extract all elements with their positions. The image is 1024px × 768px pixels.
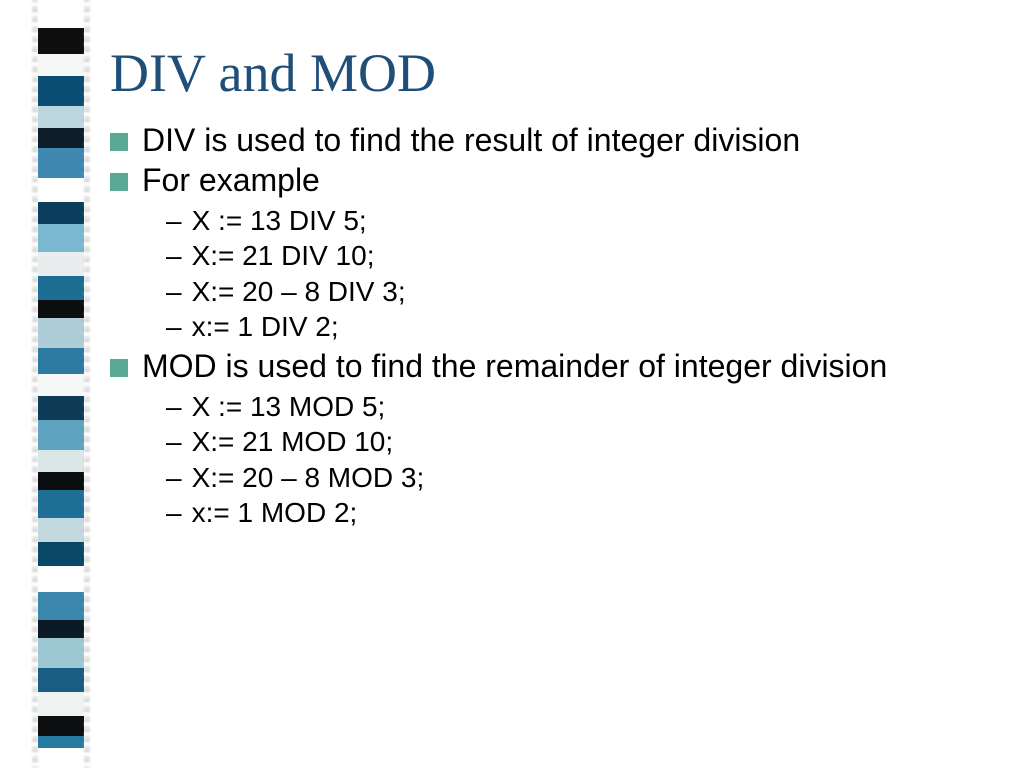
- ribbon-segment: [38, 318, 84, 348]
- ribbon-segment: [38, 28, 84, 54]
- ribbon-edge-right: [84, 0, 90, 768]
- ribbon-segment: [38, 736, 84, 748]
- sub-dash-icon: –: [166, 204, 182, 238]
- ribbon-segment: [38, 276, 84, 300]
- sub-dash-icon: –: [166, 461, 182, 495]
- sub-dash-icon: –: [166, 496, 182, 530]
- bullet-item: DIV is used to find the result of intege…: [110, 122, 994, 160]
- ribbon-segment: [38, 472, 84, 490]
- ribbon-segment: [38, 420, 84, 450]
- bullet-square-icon: [110, 133, 128, 151]
- ribbon-segment: [38, 592, 84, 620]
- sub-item: –x:= 1 MOD 2;: [166, 496, 994, 530]
- ribbon-segment: [38, 224, 84, 252]
- slide-title: DIV and MOD: [110, 42, 994, 104]
- ribbon-segment: [38, 0, 84, 28]
- sub-item: –x:= 1 DIV 2;: [166, 310, 994, 344]
- sub-dash-icon: –: [166, 239, 182, 273]
- ribbon-segment: [38, 542, 84, 566]
- ribbon-segment: [38, 374, 84, 396]
- bullet-text: MOD is used to find the remainder of int…: [142, 348, 887, 386]
- sub-text: X := 13 DIV 5;: [192, 204, 367, 238]
- bullet-list: DIV is used to find the result of intege…: [110, 122, 994, 530]
- sub-dash-icon: –: [166, 310, 182, 344]
- ribbon-segment: [38, 620, 84, 638]
- ribbon-segment: [38, 668, 84, 692]
- bullet-text: DIV is used to find the result of intege…: [142, 122, 800, 160]
- sub-text: X := 13 MOD 5;: [192, 390, 386, 424]
- ribbon-segment: [38, 128, 84, 148]
- ribbon-segment: [38, 54, 84, 76]
- ribbon-segment: [38, 716, 84, 736]
- ribbon-segment: [38, 202, 84, 224]
- ribbon-segment: [38, 692, 84, 716]
- sub-item: –X := 13 DIV 5;: [166, 204, 994, 238]
- ribbon-segment: [38, 348, 84, 374]
- ribbon-segment: [38, 638, 84, 668]
- bullet-item: For example: [110, 162, 994, 200]
- bullet-item: MOD is used to find the remainder of int…: [110, 348, 994, 386]
- ribbon-segment: [38, 566, 84, 592]
- sub-text: x:= 1 MOD 2;: [192, 496, 358, 530]
- sub-text: X:= 20 – 8 DIV 3;: [192, 275, 406, 309]
- ribbon-segment: [38, 106, 84, 128]
- ribbon-segment: [38, 148, 84, 178]
- ribbon-segment: [38, 450, 84, 472]
- ribbon-segment: [38, 252, 84, 276]
- sub-dash-icon: –: [166, 275, 182, 309]
- sub-text: X:= 21 MOD 10;: [192, 425, 394, 459]
- sub-dash-icon: –: [166, 390, 182, 424]
- sub-item: –X:= 21 MOD 10;: [166, 425, 994, 459]
- sub-item: –X:= 20 – 8 DIV 3;: [166, 275, 994, 309]
- bullet-square-icon: [110, 359, 128, 377]
- bullet-text: For example: [142, 162, 320, 200]
- sub-text: x:= 1 DIV 2;: [192, 310, 339, 344]
- sub-text: X:= 21 DIV 10;: [192, 239, 375, 273]
- ribbon-segment: [38, 490, 84, 518]
- ribbon-segment: [38, 178, 84, 202]
- sub-dash-icon: –: [166, 425, 182, 459]
- sub-text: X:= 20 – 8 MOD 3;: [192, 461, 425, 495]
- decorative-ribbon: [38, 0, 84, 768]
- ribbon-segment: [38, 76, 84, 106]
- bullet-square-icon: [110, 173, 128, 191]
- slide-content: DIV and MOD DIV is used to find the resu…: [110, 42, 994, 534]
- sub-item: –X := 13 MOD 5;: [166, 390, 994, 424]
- sub-list: –X := 13 DIV 5;–X:= 21 DIV 10;–X:= 20 – …: [166, 204, 994, 344]
- ribbon-segment: [38, 518, 84, 542]
- sub-item: –X:= 20 – 8 MOD 3;: [166, 461, 994, 495]
- sub-item: –X:= 21 DIV 10;: [166, 239, 994, 273]
- ribbon-segment: [38, 300, 84, 318]
- sub-list: –X := 13 MOD 5;–X:= 21 MOD 10;–X:= 20 – …: [166, 390, 994, 530]
- ribbon-segment: [38, 396, 84, 420]
